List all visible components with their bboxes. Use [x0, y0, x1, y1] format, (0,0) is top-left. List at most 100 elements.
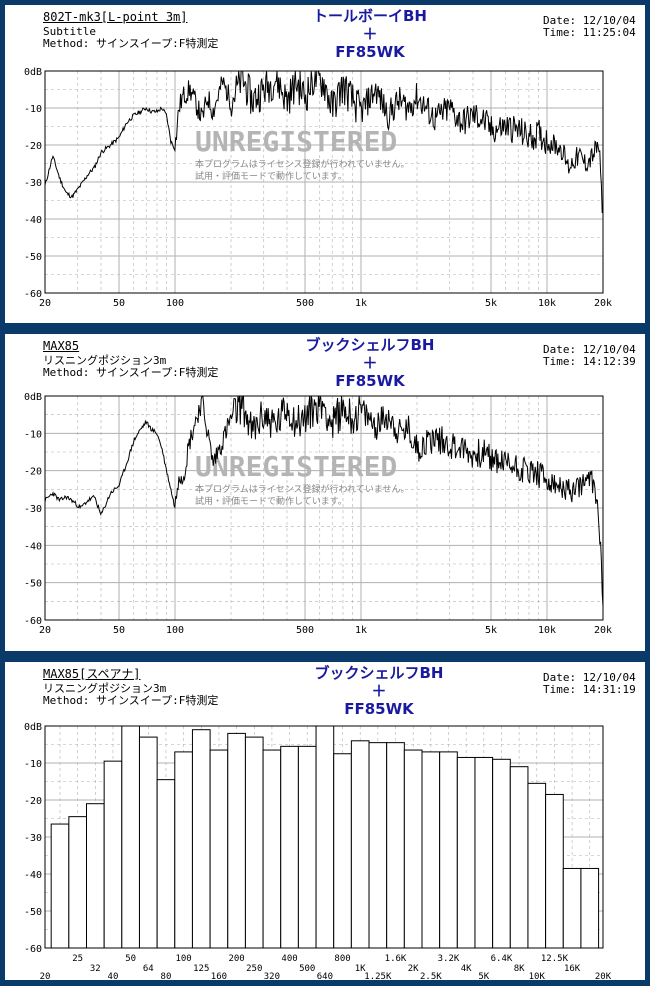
title-line-3: FF85WK — [335, 43, 405, 61]
x-tick-label: 12.5K — [541, 954, 569, 964]
x-tick-label: 20 — [39, 625, 51, 636]
spectrum-bar — [527, 782, 547, 949]
x-tick-label: 50 — [125, 954, 136, 964]
y-tick-label: -40 — [24, 870, 42, 881]
measurement-method: Method: サインスイープ:F特測定 — [43, 37, 219, 50]
x-tick-label: 32 — [90, 964, 101, 974]
title-line-2: ＋ — [362, 25, 378, 43]
spectrum-bar-chart: 0dB-10-20-30-40-50-60UNREGISTERED本プログラムは… — [24, 722, 612, 980]
measurement-time: Time: 14:31:19 — [543, 683, 636, 696]
y-tick-label: -20 — [24, 796, 42, 807]
y-tick-label: -50 — [24, 579, 42, 590]
y-tick-label: -50 — [24, 907, 42, 918]
title-line-2: ＋ — [371, 682, 387, 700]
chart-panel-2: MAX85 リスニングポジション3m Method: サインスイープ:F特測定 … — [5, 334, 645, 651]
response-trace — [44, 395, 604, 607]
x-tick-label: 20 — [39, 298, 51, 309]
y-tick-label: -60 — [24, 616, 42, 627]
title-line-1: ブックシェルフBH — [314, 664, 444, 682]
x-tick-label: 500 — [299, 964, 315, 974]
plot-frame — [44, 395, 604, 621]
spectrum-bar — [492, 758, 511, 949]
x-tick-label: 80 — [161, 972, 172, 980]
x-tick-label: 4K — [461, 964, 472, 974]
spectrum-bar — [368, 742, 388, 949]
x-tick-label: 50 — [113, 625, 125, 636]
measurement-date: Date: 12/10/04 — [543, 671, 636, 684]
spectrum-bar — [439, 751, 458, 949]
measurement-name: 802T-mk3[L-point 3m] — [43, 10, 188, 24]
measurement-date: Date: 12/10/04 — [543, 14, 636, 27]
spectrum-bar — [580, 867, 600, 949]
spectrum-bar — [297, 745, 317, 949]
x-tick-label: 40 — [108, 972, 119, 980]
measurement-time: Time: 11:25:04 — [543, 26, 636, 39]
x-tick-label: 1k — [355, 625, 367, 636]
spectrum-bar — [421, 751, 441, 949]
y-tick-label: 0dB — [24, 722, 42, 733]
y-tick-label: -60 — [24, 289, 42, 300]
x-tick-label: 250 — [246, 964, 262, 974]
chart-panel-1: 802T-mk3[L-point 3m] Subtitle Method: サイ… — [5, 5, 645, 323]
x-tick-label: 500 — [296, 298, 314, 309]
x-tick-label: 20 — [40, 972, 51, 980]
y-tick-label: -10 — [24, 759, 42, 770]
x-tick-label: 1.25K — [364, 972, 392, 980]
spectrum-bar — [262, 749, 282, 949]
watermark-line-1: 本プログラムはライセンス登録が行われていません。 — [195, 158, 410, 170]
spectrum-bar — [562, 867, 582, 949]
x-tick-label: 20k — [594, 298, 612, 309]
spectrum-bar — [244, 736, 264, 949]
watermark-line-2: 試用・評価モードで動作しています。 — [195, 495, 347, 507]
spectrum-bar — [85, 803, 105, 949]
x-tick-label: 5k — [485, 625, 497, 636]
spectrum-bar — [350, 740, 370, 949]
y-tick-label: -50 — [24, 252, 42, 263]
title-line-2: ＋ — [362, 354, 378, 372]
x-tick-label: 50 — [113, 298, 125, 309]
spectrum-bar — [68, 816, 87, 949]
plot-frame — [44, 725, 604, 949]
y-tick-label: -40 — [24, 215, 42, 226]
spectrum-bar — [333, 753, 352, 949]
spectrum-bar — [138, 736, 158, 949]
spectrum-bar — [50, 823, 70, 949]
x-tick-label: 16K — [564, 964, 581, 974]
x-tick-label: 800 — [334, 954, 350, 964]
x-tick-label: 20K — [595, 972, 612, 980]
plot-frame — [44, 70, 604, 294]
spectrum-bar — [121, 725, 140, 949]
x-tick-label: 10k — [538, 625, 556, 636]
y-tick-label: -60 — [24, 944, 42, 955]
x-tick-label: 20k — [594, 625, 612, 636]
spectrum-bar — [509, 766, 529, 949]
spectrum-bar — [103, 760, 123, 949]
y-tick-label: 0dB — [24, 392, 42, 403]
x-tick-label: 160 — [211, 972, 227, 980]
x-tick-label: 5k — [485, 298, 497, 309]
spectrum-bar — [174, 751, 193, 949]
y-tick-label: 0dB — [24, 67, 42, 78]
x-tick-label: 100 — [175, 954, 191, 964]
spectrum-bar — [315, 725, 335, 949]
watermark-title: UNREGISTERED — [195, 450, 397, 483]
measurement-name: MAX85 — [43, 339, 80, 353]
measurement-subtitle: リスニングポジション3m — [43, 682, 167, 695]
watermark-line-2: 試用・評価モードで動作しています。 — [195, 170, 347, 182]
y-tick-label: -10 — [24, 429, 42, 440]
chart-title: ブックシェルフBH ＋ FF85WK — [260, 337, 480, 389]
y-tick-label: -10 — [24, 104, 42, 115]
measurement-date: Date: 12/10/04 — [543, 343, 636, 356]
x-tick-label: 8K — [514, 964, 525, 974]
y-tick-label: -20 — [24, 467, 42, 478]
chart-title: ブックシェルフBH ＋ FF85WK — [269, 665, 489, 717]
x-tick-label: 1.6K — [385, 954, 407, 964]
spectrum-bar — [545, 793, 564, 949]
x-tick-label: 100 — [166, 625, 184, 636]
measurement-subtitle: リスニングポジション3m — [43, 354, 167, 367]
watermark-title: UNREGISTERED — [195, 125, 397, 158]
x-tick-label: 10k — [538, 298, 556, 309]
x-tick-label: 640 — [317, 972, 333, 980]
x-tick-label: 500 — [296, 625, 314, 636]
